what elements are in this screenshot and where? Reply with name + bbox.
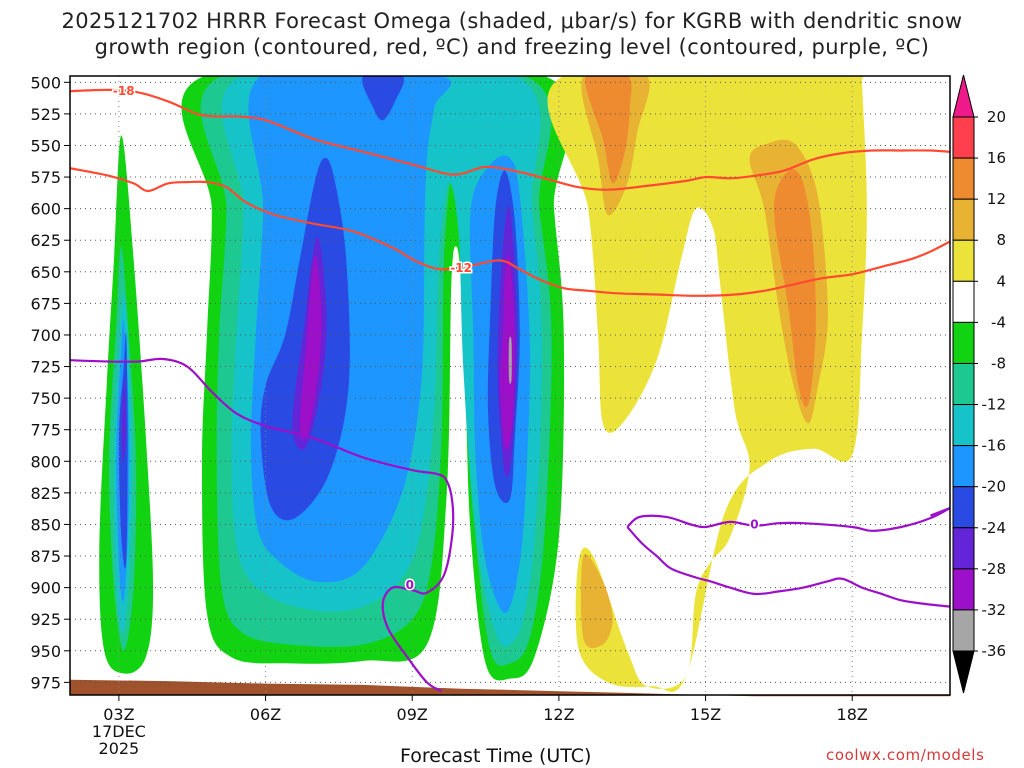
colorbar-tick-label-5: -4 <box>991 313 1006 331</box>
colorbar-bin-12 <box>952 609 975 652</box>
omega-region-13 <box>362 76 404 121</box>
shaded-omega-layer <box>99 76 867 692</box>
y-tick-label-16: 900 <box>30 579 61 598</box>
x-tick-label-1: 06Z <box>250 705 281 724</box>
y-tick-label-12: 800 <box>30 452 61 471</box>
x-tick-label-2: 09Z <box>397 705 428 724</box>
colorbar-bin-4 <box>952 280 975 323</box>
omega-region-17 <box>500 254 515 451</box>
x-tick-label-4: 15Z <box>690 705 721 724</box>
y-tick-label-6: 650 <box>30 263 61 282</box>
colorbar-tick-label-9: -20 <box>982 478 1007 496</box>
omega-region-5 <box>122 378 126 462</box>
grid-layer <box>70 76 950 695</box>
colorbar-tick-label-13: -36 <box>982 642 1007 660</box>
colorbar-bin-3 <box>952 239 975 282</box>
contour-line-2 <box>70 357 455 693</box>
plot-frame <box>69 75 951 696</box>
colorbar-bin-8 <box>952 445 975 488</box>
x-tick-label-3: 12Z <box>543 705 574 724</box>
omega-region-23 <box>585 76 632 184</box>
y-tick-label-2: 550 <box>30 136 61 155</box>
y-tick-label-3: 575 <box>30 168 61 187</box>
colorbar-bin-7 <box>952 404 975 447</box>
contour-label-2: 0 <box>406 578 414 592</box>
omega-region-18 <box>508 336 512 384</box>
omega-region-24 <box>774 169 816 408</box>
contour-label-0: -18 <box>113 84 135 98</box>
contour-line-0 <box>70 88 950 191</box>
y-tick-label-8: 700 <box>30 326 61 345</box>
colorbar-bin-0 <box>952 116 975 159</box>
contour-label-3: 0 <box>750 517 758 531</box>
y-tick-label-19: 975 <box>30 673 61 692</box>
colorbar-tick-label-3: 8 <box>996 231 1006 249</box>
colorbar-tick-label-10: -24 <box>982 519 1007 537</box>
colorbar-bin-11 <box>952 568 975 611</box>
colorbar-tick-label-11: -28 <box>982 560 1007 578</box>
y-tick-label-10: 750 <box>30 389 61 408</box>
colorbar-bin-6 <box>952 362 975 406</box>
colorbar-top-arrow <box>952 74 975 118</box>
chart-title: 2025121702 HRRR Forecast Omega (shaded, … <box>61 9 963 33</box>
omega-region-22 <box>580 553 613 649</box>
x-tick-label-0: 03Z <box>103 705 134 724</box>
colorbar-tick-label-8: -16 <box>982 437 1007 455</box>
colorbar-bin-10 <box>952 527 975 570</box>
y-tick-label-4: 600 <box>30 200 61 219</box>
contour-line-4 <box>626 526 950 608</box>
colorbar-tick-label-12: -32 <box>982 601 1007 619</box>
contour-line-3 <box>626 506 950 532</box>
y-tick-label-17: 925 <box>30 610 61 629</box>
y-axis: 500 525 550 575 600 625 650 675 700 725 750 775 800 8… <box>30 73 70 692</box>
colorbar-tick-label-1: 16 <box>987 149 1006 167</box>
y-tick-label-11: 775 <box>30 421 61 440</box>
contour-label-1: -12 <box>450 261 472 275</box>
y-tick-label-14: 850 <box>30 515 61 534</box>
x-axis-label: Forecast Time (UTC) <box>400 745 592 767</box>
y-tick-label-9: 725 <box>30 358 61 377</box>
y-tick-label-7: 675 <box>30 294 61 313</box>
y-tick-label-13: 825 <box>30 484 61 503</box>
omega-region-16 <box>299 255 322 440</box>
colorbar-tick-label-6: -8 <box>991 354 1006 372</box>
colorbar-bin-5 <box>952 321 975 364</box>
colorbar-bin-2 <box>952 198 975 241</box>
y-tick-label-18: 950 <box>30 642 61 661</box>
x-tick-label-5: 18Z <box>837 705 868 724</box>
colorbar-bottom-arrow <box>952 650 975 694</box>
colorbar-tick-label-4: 4 <box>996 272 1006 290</box>
chart-subtitle: growth region (contoured, red, ºC) and f… <box>94 35 930 59</box>
contour-line-1 <box>70 167 950 297</box>
y-tick-label-5: 625 <box>30 231 61 250</box>
terrain-shape <box>70 679 950 697</box>
colorbar: 20 16 12 8 4 -4 -8 -12 -16 -20 -24 -28 -32 -36 <box>952 74 1007 694</box>
contour-layer: -18 -12 0 0 <box>70 83 950 693</box>
x-year-label: 2025 <box>99 739 140 758</box>
terrain-layer <box>70 679 950 697</box>
y-tick-label-0: 500 <box>30 73 61 92</box>
colorbar-tick-label-0: 20 <box>987 108 1006 126</box>
x-date-label: 17DEC <box>92 722 146 741</box>
y-tick-label-1: 525 <box>30 105 61 124</box>
colorbar-tick-label-7: -12 <box>982 396 1007 414</box>
colorbar-bin-1 <box>952 157 975 200</box>
source-credit: coolwx.com/models <box>826 746 985 764</box>
plot-border <box>69 75 951 696</box>
y-tick-label-15: 875 <box>30 547 61 566</box>
colorbar-bin-9 <box>952 486 975 529</box>
colorbar-tick-label-2: 12 <box>987 190 1006 208</box>
